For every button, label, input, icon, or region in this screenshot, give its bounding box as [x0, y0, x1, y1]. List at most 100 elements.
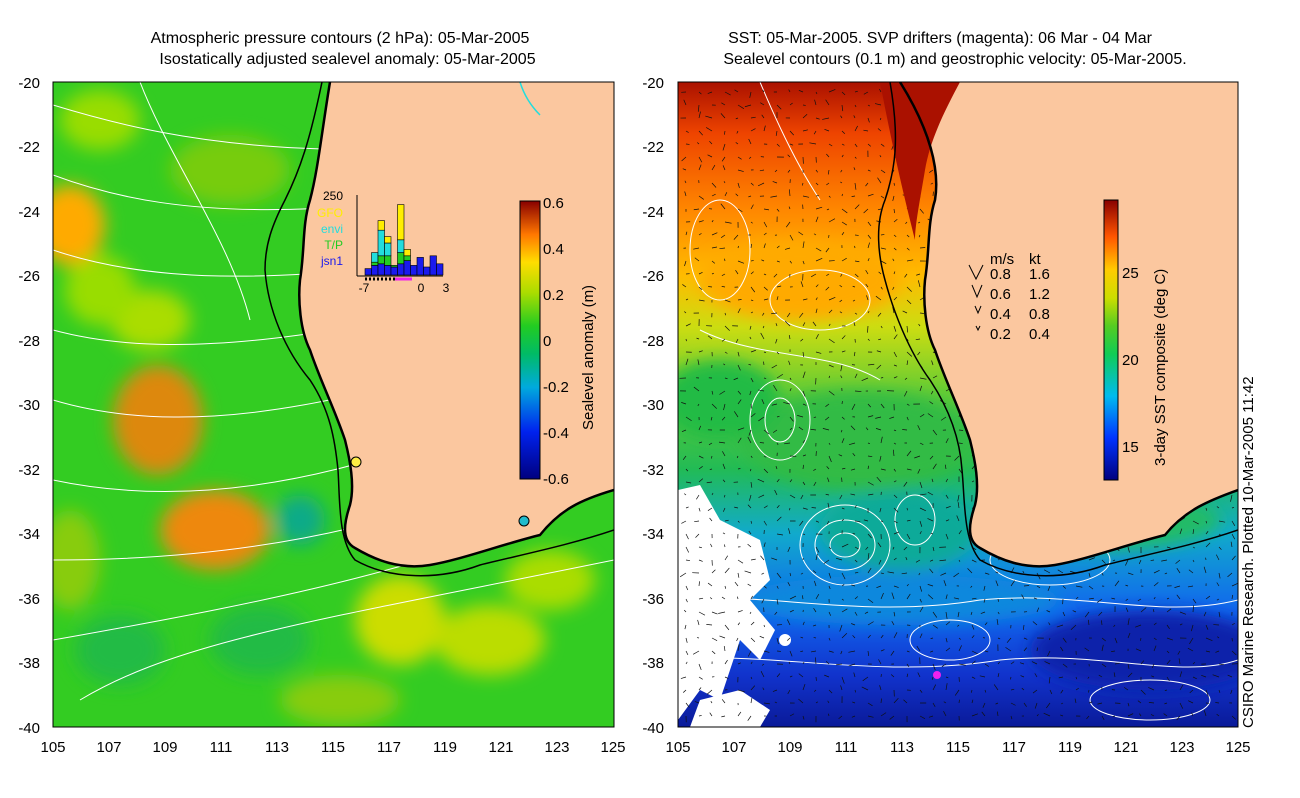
- svg-text:109: 109: [152, 739, 177, 756]
- velocity-arrow: [749, 468, 752, 472]
- inset-bar-envi: [371, 252, 379, 263]
- velocity-arrow: [1231, 594, 1233, 600]
- velocity-arrow: [1187, 647, 1194, 652]
- velocity-arrow: [749, 325, 752, 330]
- velocity-arrow: [798, 698, 804, 704]
- velocity-arrow: [789, 260, 792, 264]
- velocity-arrow: [840, 115, 843, 119]
- velocity-arrow: [1174, 585, 1181, 588]
- velocity-arrow: [721, 699, 726, 704]
- velocity-arrow: [828, 375, 831, 379]
- velocity-arrow: [776, 208, 780, 212]
- velocity-arrow: [1088, 557, 1095, 561]
- velocity-arrow: [1087, 619, 1090, 626]
- velocity-arrow: [737, 351, 740, 357]
- velocity-arrow: [698, 156, 703, 163]
- velocity-arrow: [723, 646, 726, 652]
- svg-text:-32: -32: [642, 462, 664, 479]
- velocity-arrow: [893, 697, 899, 704]
- velocity-arrow: [771, 403, 778, 406]
- velocity-arrow: [763, 221, 768, 228]
- velocity-arrow: [863, 208, 869, 214]
- velocity-arrow: [737, 260, 745, 264]
- velocity-arrow: [932, 702, 936, 708]
- inset-bar-jsn1: [416, 257, 424, 276]
- velocity-arrow: [757, 182, 765, 187]
- velocity-arrow: [893, 271, 896, 275]
- velocity-arrow: [867, 455, 873, 458]
- velocity-arrow: [1201, 674, 1207, 678]
- velocity-arrow: [685, 559, 691, 562]
- velocity-arrow: [720, 234, 726, 238]
- velocity-arrow: [1075, 585, 1083, 588]
- velocity-arrow: [735, 142, 739, 145]
- velocity-arrow: [683, 609, 687, 613]
- velocity-arrow: [761, 572, 765, 575]
- velocity-arrow: [758, 389, 765, 392]
- velocity-arrow: [776, 245, 780, 249]
- velocity-arrow: [813, 637, 817, 639]
- velocity-arrow: [711, 182, 717, 188]
- velocity-arrow: [835, 557, 843, 561]
- velocity-arrow: [841, 193, 843, 197]
- velocity-arrow: [854, 204, 860, 210]
- velocity-arrow: [828, 338, 835, 344]
- velocity-arrow: [867, 193, 874, 197]
- velocity-arrow: [685, 298, 689, 301]
- velocity-arrow: [786, 312, 791, 318]
- velocity-arrow: [698, 478, 704, 483]
- svg-text:121: 121: [1113, 739, 1138, 756]
- velocity-arrow: [815, 258, 823, 262]
- velocity-arrow: [970, 611, 973, 616]
- velocity-arrow: [941, 663, 947, 667]
- velocity-arrow: [971, 689, 973, 693]
- velocity-arrow: [733, 411, 739, 418]
- velocity-arrow: [893, 585, 899, 588]
- velocity-arrow: [1203, 566, 1207, 574]
- velocity-arrow: [788, 189, 791, 197]
- svg-text:-0.6: -0.6: [543, 471, 569, 488]
- velocity-arrow: [1218, 611, 1221, 618]
- velocity-arrow: [1191, 712, 1194, 717]
- velocity-arrow: [876, 476, 882, 483]
- velocity-arrow: [957, 494, 960, 502]
- velocity-arrow: [815, 308, 818, 314]
- velocity-arrow: [1178, 658, 1181, 665]
- velocity-arrow: [750, 128, 756, 132]
- velocity-arrow: [853, 115, 856, 119]
- inset-bar-tp: [384, 255, 392, 266]
- velocity-arrow: [1176, 567, 1181, 574]
- velocity-arrow: [841, 130, 846, 135]
- velocity-arrow: [867, 567, 872, 574]
- velocity-arrow: [880, 403, 885, 409]
- velocity-arrow: [721, 286, 726, 288]
- left-x-ticks: 105 107 109 111 113 115 117 119 121 123 …: [40, 739, 625, 756]
- velocity-arrow: [867, 621, 874, 626]
- velocity-arrow: [880, 286, 883, 290]
- velocity-arrow: [906, 650, 910, 653]
- velocity-arrow: [1151, 675, 1155, 678]
- velocity-arrow: [719, 635, 726, 639]
- inset-legend-envi: envi: [321, 222, 343, 236]
- svg-text:125: 125: [600, 739, 625, 756]
- velocity-arrow: [958, 559, 961, 562]
- velocity-arrow: [736, 637, 739, 642]
- velocity-arrow: [724, 585, 727, 589]
- inset-bar-gfo: [384, 236, 392, 244]
- velocity-arrow: [1062, 611, 1066, 617]
- right-title-line1: SST: 05-Mar-2005. SVP drifters (magenta)…: [728, 30, 1152, 47]
- velocity-arrow: [737, 644, 740, 652]
- velocity-arrow: [867, 533, 872, 539]
- velocity-arrow: [707, 582, 713, 587]
- inset-x-tick-1: 0: [418, 281, 425, 295]
- velocity-arrow: [698, 233, 702, 236]
- velocity-arrow: [851, 403, 856, 411]
- velocity-arrow: [839, 284, 843, 288]
- svg-text:117: 117: [1002, 739, 1026, 756]
- velocity-arrow: [917, 425, 921, 431]
- velocity-arrow: [802, 351, 805, 358]
- velocity-arrow: [812, 570, 817, 574]
- velocity-arrow: [865, 182, 869, 187]
- velocity-arrow: [735, 270, 739, 275]
- velocity-arrow: [932, 624, 938, 629]
